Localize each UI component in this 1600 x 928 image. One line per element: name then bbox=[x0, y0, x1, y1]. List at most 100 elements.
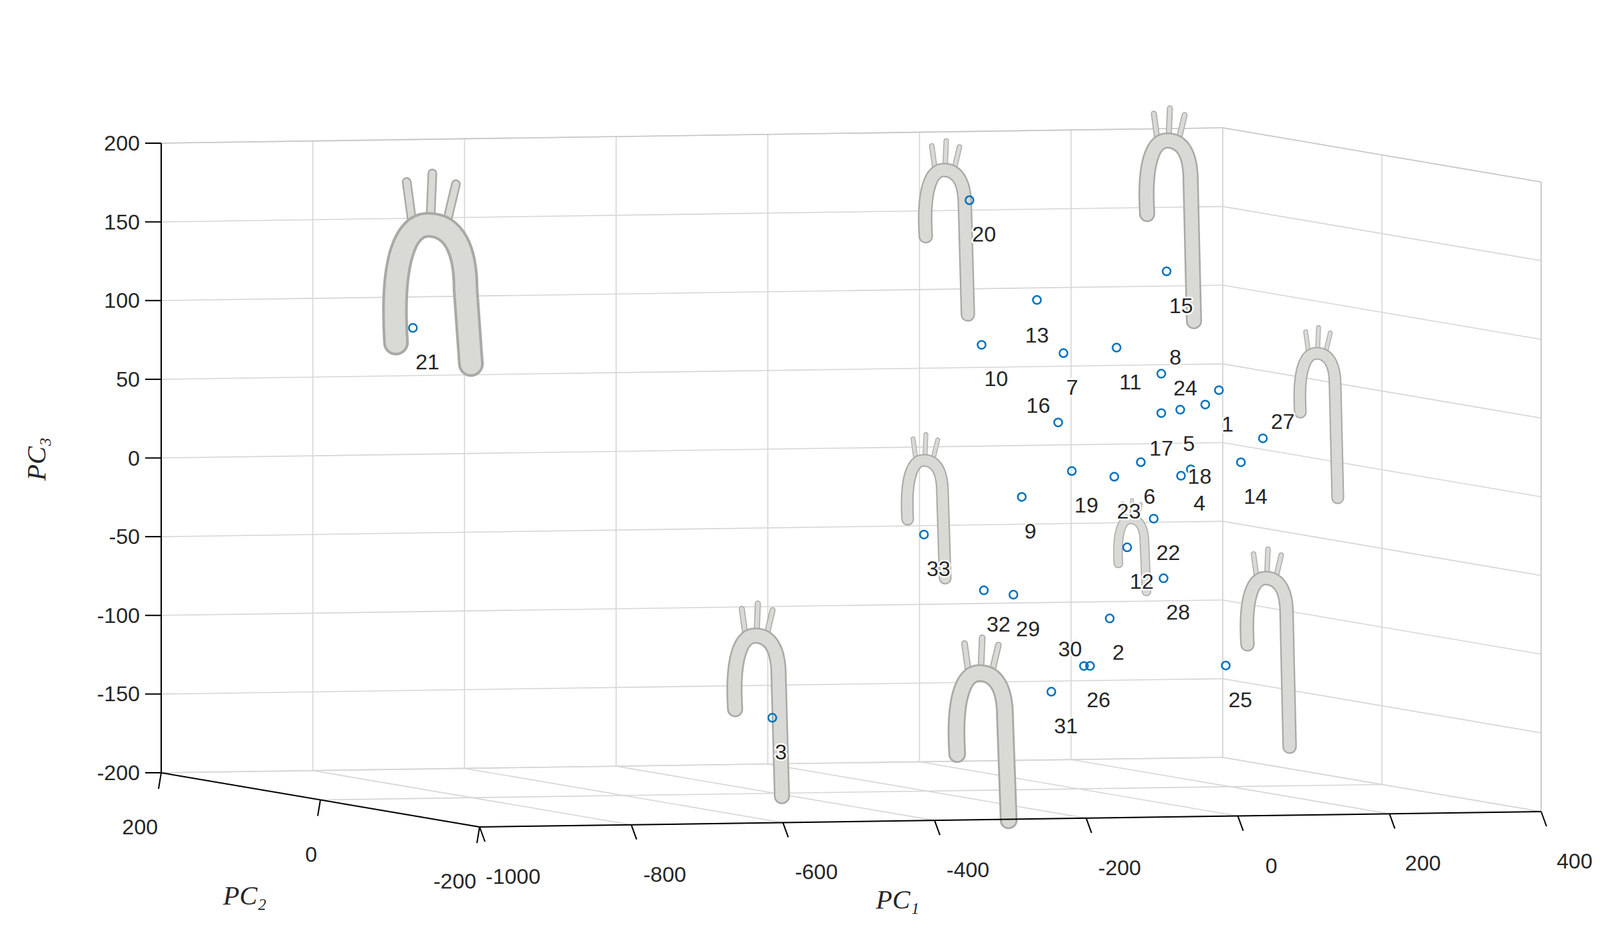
point bbox=[1032, 295, 1041, 304]
aorta-shapes bbox=[394, 108, 1338, 821]
x-tick bbox=[782, 822, 788, 837]
grid-line bbox=[161, 284, 1223, 301]
point bbox=[1059, 349, 1068, 358]
x-tick bbox=[1541, 811, 1547, 827]
point bbox=[1157, 369, 1166, 378]
point-label: 2 bbox=[1112, 640, 1125, 665]
chart: -1000-800-600-400-2000200400-2000200-200… bbox=[0, 0, 1600, 928]
x-tick-label: -800 bbox=[643, 862, 687, 887]
z-axis-title: PC₃ bbox=[21, 436, 52, 481]
point bbox=[1018, 492, 1027, 502]
point-label: 20 bbox=[971, 222, 996, 247]
point bbox=[1105, 614, 1114, 623]
box-edge bbox=[161, 127, 1223, 144]
grid-line bbox=[161, 600, 1223, 616]
point bbox=[919, 530, 928, 539]
point bbox=[1236, 458, 1245, 467]
point-label: 28 bbox=[1166, 600, 1191, 625]
background bbox=[0, 0, 1600, 928]
aorta-shape bbox=[734, 635, 782, 796]
z-tick bbox=[145, 299, 162, 302]
point bbox=[1214, 385, 1223, 394]
y-axis-title: PC₂ bbox=[222, 880, 267, 911]
x-tick bbox=[1086, 818, 1092, 833]
grid-line bbox=[320, 784, 1382, 800]
x-tick-label: -1000 bbox=[485, 864, 541, 889]
x-tick bbox=[934, 820, 940, 835]
z-tick bbox=[145, 692, 162, 695]
z-tick bbox=[145, 614, 162, 617]
x-tick bbox=[1389, 813, 1395, 829]
box-edge bbox=[1222, 127, 1542, 182]
grid bbox=[161, 127, 1542, 827]
points bbox=[408, 195, 1267, 722]
z-tick-label: -150 bbox=[96, 681, 140, 706]
point-label: 5 bbox=[1182, 431, 1195, 456]
point bbox=[1157, 408, 1166, 417]
x-tick bbox=[631, 824, 637, 840]
point-label: 26 bbox=[1086, 687, 1112, 712]
point-label: 32 bbox=[986, 612, 1011, 637]
box-edge bbox=[1540, 181, 1542, 812]
point-label: 33 bbox=[926, 556, 951, 581]
grid-line bbox=[161, 521, 1223, 537]
aorta-shape bbox=[734, 635, 782, 796]
aorta-shape bbox=[1146, 140, 1194, 322]
y-tick bbox=[317, 800, 321, 817]
point bbox=[1112, 343, 1121, 352]
point bbox=[1175, 405, 1184, 414]
aorta-shape bbox=[956, 672, 1009, 821]
x-tick-label: 400 bbox=[1556, 848, 1592, 873]
point bbox=[1258, 434, 1267, 443]
z-tick-label: -50 bbox=[109, 524, 140, 549]
grid-line bbox=[1381, 155, 1383, 785]
aorta-shape bbox=[394, 224, 471, 364]
point-label: 22 bbox=[1156, 540, 1181, 565]
point-label: 8 bbox=[1169, 345, 1182, 370]
point-label: 24 bbox=[1173, 375, 1198, 400]
point-labels: 1234567891011121314151617181920212223242… bbox=[415, 222, 1295, 764]
point bbox=[1162, 267, 1171, 276]
grid-line bbox=[161, 772, 480, 827]
point-label: 13 bbox=[1024, 323, 1049, 348]
point bbox=[1221, 661, 1230, 670]
z-tick-label: 150 bbox=[104, 210, 140, 235]
point-label: 10 bbox=[983, 366, 1009, 391]
point bbox=[1177, 471, 1186, 480]
point-label: 6 bbox=[1143, 484, 1156, 509]
aorta-shape bbox=[925, 169, 968, 315]
point bbox=[1159, 573, 1168, 582]
x-tick bbox=[479, 826, 485, 842]
aorta-shape bbox=[956, 672, 1009, 821]
point-label: 1 bbox=[1221, 412, 1234, 437]
point bbox=[1054, 418, 1063, 427]
aorta-shape bbox=[394, 224, 471, 364]
z-tick-label: 200 bbox=[104, 131, 140, 156]
y-tick bbox=[476, 826, 480, 843]
z-tick-label: 100 bbox=[104, 288, 140, 313]
point-label: 31 bbox=[1054, 713, 1079, 738]
point-label: 18 bbox=[1187, 464, 1213, 489]
point bbox=[1110, 472, 1119, 481]
point bbox=[1086, 661, 1095, 670]
point-label: 21 bbox=[415, 349, 440, 374]
point-label: 29 bbox=[1016, 616, 1041, 641]
grid-line bbox=[161, 757, 1223, 773]
point bbox=[1067, 466, 1076, 475]
z-tick-label: -100 bbox=[96, 603, 140, 628]
point-label: 14 bbox=[1243, 484, 1268, 509]
point-label: 3 bbox=[775, 739, 788, 764]
point bbox=[1137, 458, 1146, 467]
y-tick-label: 200 bbox=[122, 814, 158, 839]
x-tick bbox=[1238, 816, 1244, 831]
x-tick-label: -200 bbox=[1098, 855, 1142, 880]
point bbox=[1149, 514, 1158, 523]
point-label: 30 bbox=[1058, 636, 1083, 661]
point-label: 7 bbox=[1066, 375, 1079, 400]
y-tick-label: -200 bbox=[433, 868, 477, 893]
aorta-shape bbox=[1246, 577, 1290, 747]
point bbox=[768, 713, 777, 722]
z-tick bbox=[145, 457, 162, 459]
point bbox=[979, 585, 988, 594]
point-label: 23 bbox=[1117, 498, 1142, 524]
